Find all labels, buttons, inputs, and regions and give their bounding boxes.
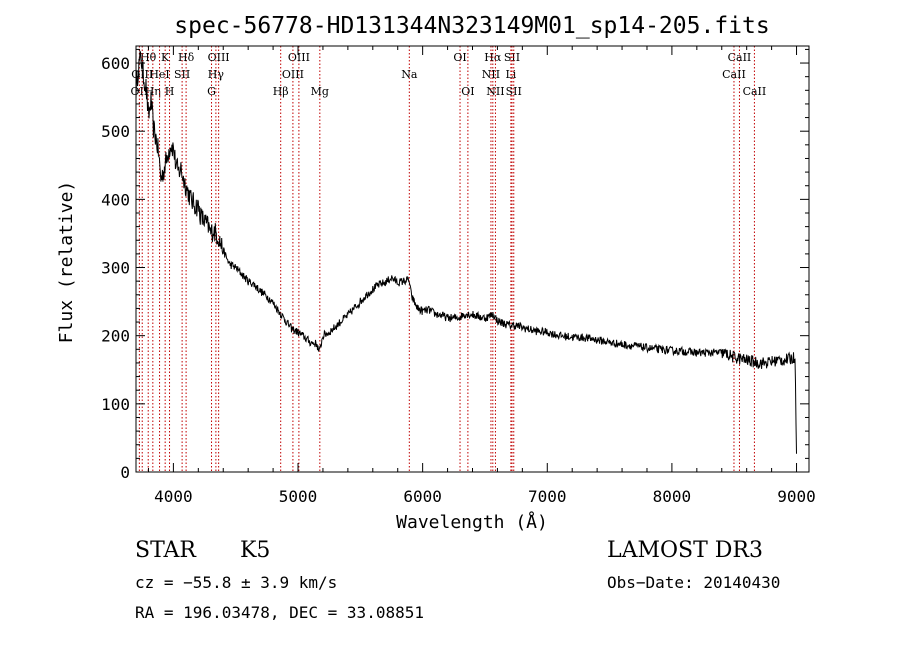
chart-title: spec-56778-HD131344N323149M01_sp14-205.f… [174,13,769,39]
marker-label-25: CaII [728,51,752,64]
x-tick-label: 5000 [279,487,318,506]
marker-label-9: G [207,85,216,98]
marker-label-10: OIII [208,51,230,64]
marker-label-19: Hα [484,51,502,64]
x-tick-label: 7000 [528,487,567,506]
redshift-readout: cz = −55.8 ± 3.9 km/s [135,573,338,592]
marker-label-0: OII [131,85,149,98]
marker-label-27: CaII [743,85,767,98]
coordinates: RA = 196.03478, DEC = 33.08851 [135,603,424,622]
marker-label-8: Hδ [178,51,195,64]
marker-label-21: NII [486,85,504,98]
marker-label-15: Mg [311,85,329,98]
marker-label-18: OI [461,85,474,98]
survey-name: LAMOST DR3 [607,538,763,563]
x-tick-label: 9000 [777,487,816,506]
y-tick-label: 400 [101,190,130,209]
x-tick-label: 4000 [154,487,193,506]
marker-label-17: OI [453,51,466,64]
flux-line [135,49,797,472]
object-subclass: K5 [240,538,271,563]
marker-label-20: NII [482,68,500,81]
marker-label-14: OIII [282,68,304,81]
line-markers: OIIHθOIIIHηHeIKHSIIHδGOIIIHγHβOIIIOIIIMg… [131,46,767,472]
plot-frame [135,45,810,473]
flux-series [135,49,797,472]
y-tick-label: 100 [101,395,130,414]
y-axis: 0 100 200 300 400 500 600 [101,48,809,482]
obs-date: Obs−Date: 20140430 [607,573,781,592]
marker-label-3: Hη [145,85,161,98]
marker-label-24: SII [506,85,522,98]
marker-label-16: Na [401,68,418,81]
marker-label-13: OIII [288,51,310,64]
marker-label-11: Hγ [208,68,225,81]
y-tick-label: 500 [101,122,130,141]
marker-label-7: SII [174,68,190,81]
y-tick-label: 0 [120,463,130,482]
x-axis-label: Wavelength (Å) [396,511,548,533]
marker-label-6: H [165,85,175,98]
y-axis-label: Flux (relative) [56,181,77,344]
object-class: STAR [135,538,196,563]
marker-label-12: Hβ [273,85,289,98]
y-tick-label: 200 [101,327,130,346]
marker-label-22: SII [504,51,520,64]
x-tick-label: 6000 [403,487,442,506]
x-axis: 4000 5000 6000 7000 8000 9000 [147,46,816,506]
y-tick-label: 300 [101,259,130,278]
marker-label-4: HeI [149,68,169,81]
marker-label-23: Li [505,68,516,81]
x-tick-label: 8000 [653,487,692,506]
marker-label-26: CaII [722,68,746,81]
marker-label-5: K [161,51,170,64]
y-tick-label: 600 [101,54,130,73]
